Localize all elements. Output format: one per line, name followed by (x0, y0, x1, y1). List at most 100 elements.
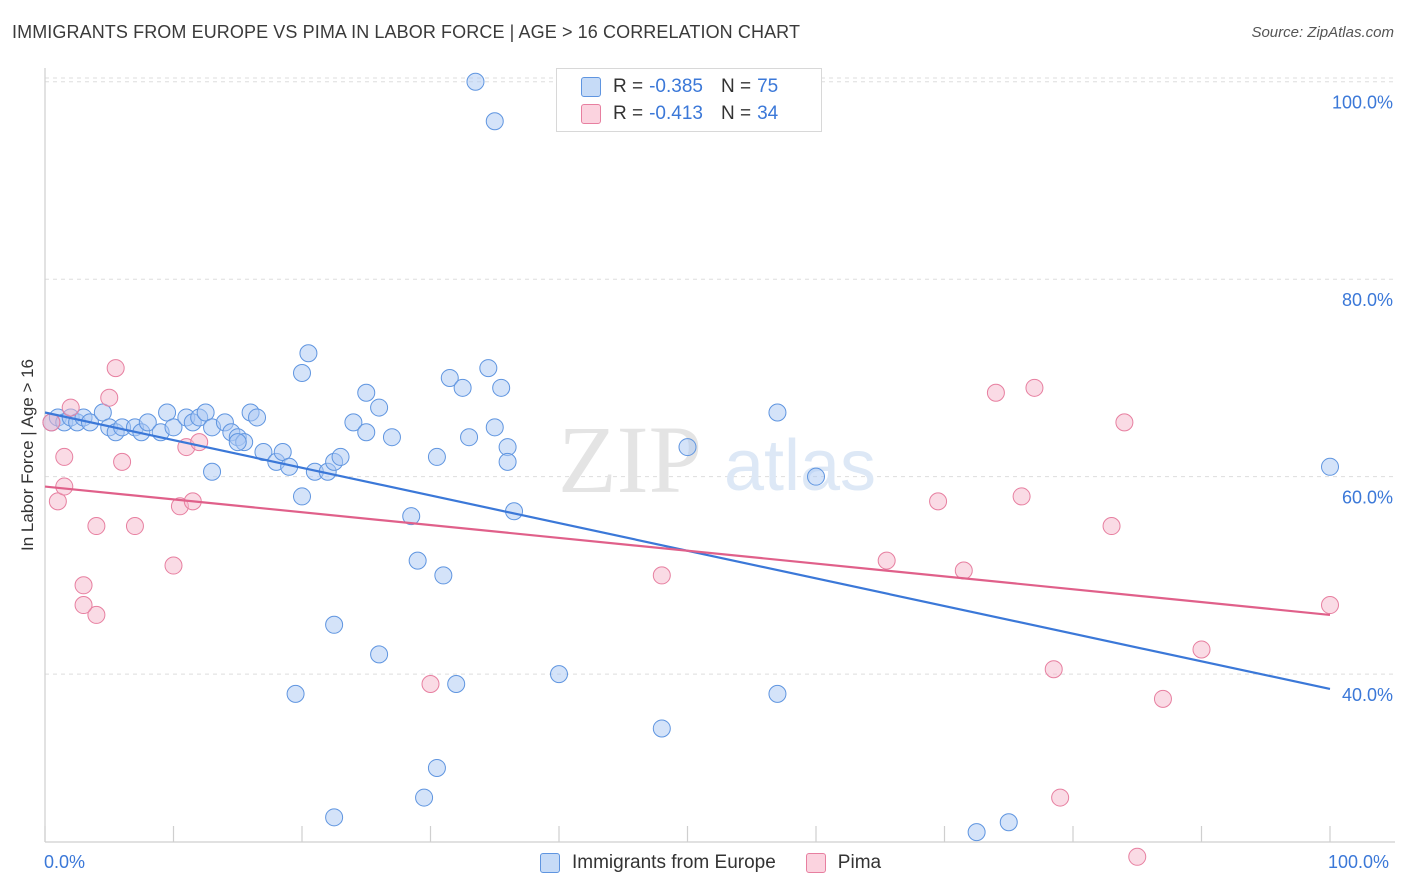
data-point (1321, 596, 1339, 615)
data-point (1051, 788, 1070, 807)
legend-swatch-europe (581, 77, 601, 97)
data-point (678, 438, 697, 457)
data-point (248, 408, 267, 427)
data-point (164, 556, 183, 575)
data-point (768, 403, 787, 422)
data-point (999, 813, 1018, 832)
data-point (408, 551, 427, 570)
data-point (652, 719, 671, 738)
data-point (1128, 847, 1147, 866)
trend-lines (44, 411, 1331, 691)
data-point (427, 447, 446, 466)
legend-swatch-pima (805, 853, 826, 873)
legend-item-europe[interactable]: Immigrants from Europe (540, 852, 776, 874)
data-point (331, 447, 350, 466)
data-point (106, 359, 125, 378)
data-point (967, 823, 986, 842)
data-point (440, 368, 459, 387)
data-point (113, 452, 132, 471)
legend-label-pima: Pima (837, 852, 882, 873)
data-point (93, 403, 112, 422)
data-point (203, 462, 222, 481)
data-point (485, 418, 504, 437)
data-point (1044, 660, 1063, 679)
data-point (325, 808, 344, 827)
data-point (1321, 457, 1339, 476)
series-legend: Immigrants from Europe Pima (540, 852, 911, 874)
watermark-atlas: atlas (724, 426, 876, 506)
r-label: R = (613, 103, 644, 124)
trend-line-pima (44, 485, 1331, 617)
data-point (877, 551, 896, 570)
data-point (460, 428, 479, 447)
data-point (299, 344, 318, 363)
data-point (447, 675, 466, 694)
stats-legend-row-pima: R = -0.413 N = 34 (581, 102, 778, 126)
data-point (415, 788, 434, 807)
watermark-zip: ZIP (558, 406, 702, 513)
data-point (1102, 517, 1121, 536)
data-point (807, 467, 825, 486)
data-point (768, 684, 787, 703)
n-label: N = (720, 103, 752, 124)
data-point (427, 758, 446, 777)
chart-title: IMMIGRANTS FROM EUROPE VS PIMA IN LABOR … (12, 22, 801, 42)
data-point (273, 443, 292, 461)
data-point (1115, 413, 1134, 432)
data-point (74, 576, 93, 595)
data-point (453, 378, 472, 397)
legend-swatch-pima (581, 104, 601, 124)
data-point (42, 413, 61, 432)
stats-legend-row-europe: R = -0.385 N = 75 (581, 75, 778, 99)
r-label: R = (613, 76, 644, 97)
data-point (382, 428, 401, 447)
data-point (55, 477, 74, 496)
data-point (421, 675, 440, 694)
data-point (158, 403, 177, 422)
data-point (652, 566, 671, 585)
y-tick-label: 80.0% (1342, 290, 1393, 310)
data-point (485, 112, 504, 131)
data-point (48, 492, 67, 511)
data-point (492, 378, 511, 397)
data-point (929, 492, 948, 511)
data-point (498, 452, 517, 471)
r-value: -0.413 (649, 103, 703, 124)
legend-label-europe: Immigrants from Europe (572, 852, 776, 873)
data-point (1192, 640, 1211, 659)
axes (44, 68, 1395, 843)
x-tick-label-min: 0.0% (44, 852, 86, 872)
r-value: -0.385 (649, 76, 703, 97)
data-point (954, 561, 973, 580)
data-point (402, 507, 421, 526)
y-tick-label: 100.0% (1332, 93, 1393, 113)
data-point (550, 665, 568, 684)
data-point (1012, 487, 1031, 506)
data-point (370, 398, 389, 417)
y-tick-label: 60.0% (1342, 488, 1393, 508)
data-point (466, 72, 485, 91)
data-point (61, 398, 80, 417)
data-point (286, 684, 305, 703)
data-point (164, 418, 183, 437)
n-value: 34 (757, 103, 779, 124)
data-point (325, 615, 344, 634)
legend-item-pima[interactable]: Pima (805, 852, 882, 874)
data-point (357, 423, 376, 442)
data-point (986, 383, 1005, 402)
data-point (100, 388, 119, 407)
data-point (479, 359, 498, 378)
y-tick-label: 40.0% (1342, 685, 1393, 705)
data-point (138, 413, 157, 432)
data-point (228, 433, 247, 452)
data-point (434, 566, 453, 585)
stats-legend: R = -0.385 N = 75 R = -0.413 N = 34 (556, 68, 822, 132)
data-point (87, 517, 106, 536)
data-point (87, 605, 106, 624)
x-tick-label-max: 100.0% (1328, 852, 1390, 872)
data-point (1025, 378, 1044, 397)
data-point (196, 403, 215, 422)
watermark: ZIP atlas (558, 406, 876, 513)
data-point (370, 645, 389, 664)
data-point (74, 596, 93, 615)
